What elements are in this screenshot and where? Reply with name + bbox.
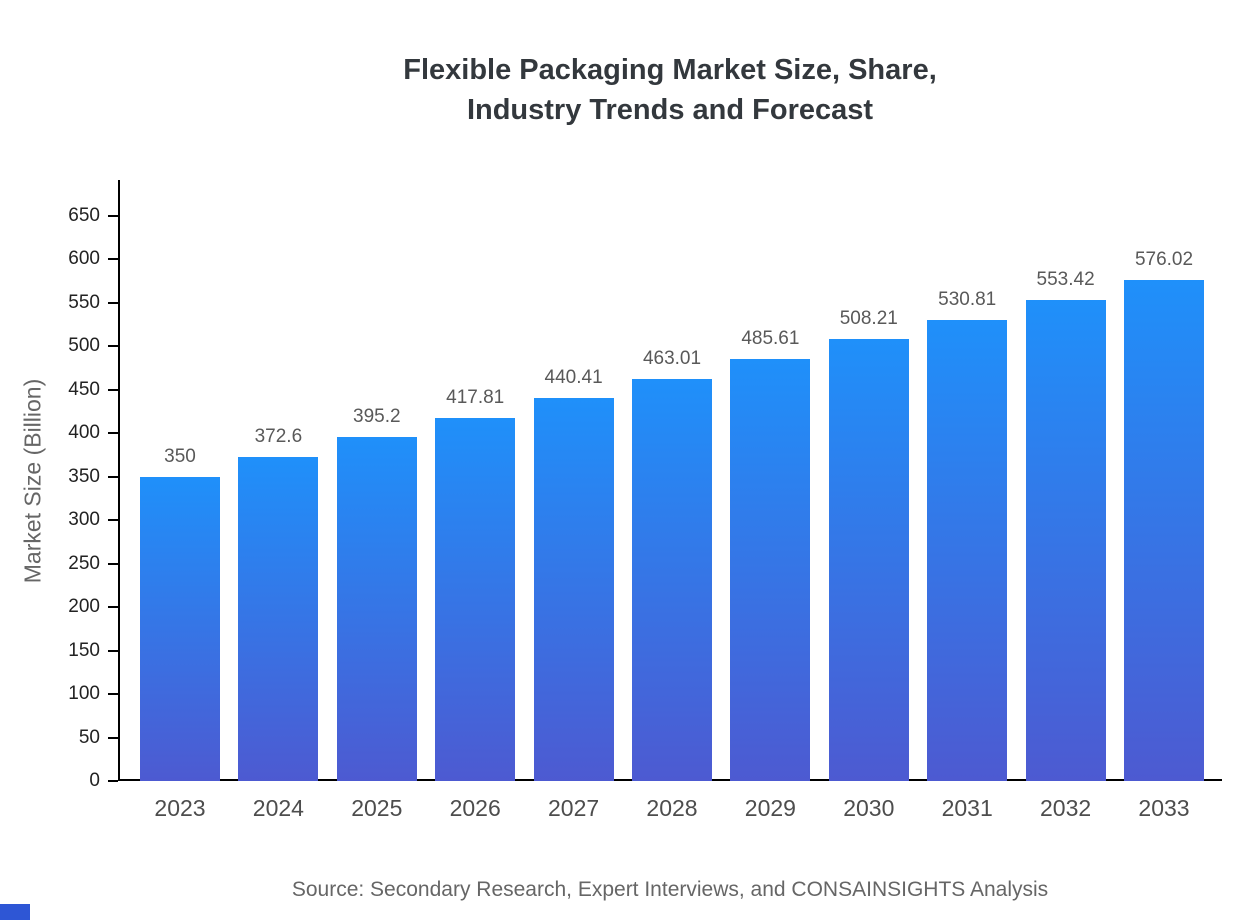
y-tick-label: 100 [68, 683, 100, 705]
bar-value-label: 395.2 [353, 406, 401, 428]
bar [238, 457, 319, 781]
bar-value-label: 485.61 [741, 327, 800, 349]
bar-value-label: 553.42 [1036, 268, 1095, 290]
y-tick-label: 550 [68, 291, 100, 313]
y-tick [108, 215, 118, 217]
x-tick-label: 2032 [1040, 795, 1092, 821]
y-tick [108, 475, 118, 478]
y-tick-label: 600 [68, 248, 100, 270]
y-tick [108, 606, 118, 609]
x-tick-label: 2024 [252, 795, 304, 821]
x-tick-label: 2030 [843, 795, 895, 821]
y-tick [108, 736, 118, 739]
y-tick [108, 258, 118, 261]
chart-title: Flexible Packaging Market Size, Share, I… [403, 54, 937, 127]
x-tick-label: 2031 [941, 795, 993, 821]
y-axis-label: Market Size (Billion) [19, 378, 46, 584]
y-tick-label: 450 [68, 378, 100, 400]
y-tick [108, 519, 118, 522]
x-tick-label: 2025 [351, 795, 403, 821]
bar-value-label: 440.41 [544, 367, 603, 389]
bar-value-label: 508.21 [839, 308, 898, 330]
x-tick-label: 2028 [646, 795, 698, 821]
bar [632, 378, 712, 781]
bar-value-label: 417.81 [446, 386, 505, 408]
x-tick-label: 2023 [154, 795, 206, 821]
y-tick-label: 650 [68, 205, 100, 226]
y-tick-label: 400 [68, 422, 100, 444]
y-tick-label: 0 [89, 770, 100, 791]
plot-area: 0 50 100 150 200 250 300 350 400 450 500 550 600 650 3… [68, 180, 1222, 821]
y-tick [108, 301, 118, 304]
bar-value-label: 576.02 [1134, 249, 1194, 271]
y-tick-label: 150 [68, 639, 100, 661]
y-tick-label: 300 [68, 509, 100, 531]
bar-value-label: 530.81 [938, 288, 997, 310]
bar [730, 358, 811, 781]
bar [336, 437, 417, 781]
y-tick [108, 345, 118, 348]
x-tick-label: 2033 [1138, 795, 1190, 821]
y-tick [108, 649, 118, 652]
bar [927, 319, 1008, 781]
x-tick-label: 2026 [449, 795, 501, 821]
bar [1124, 280, 1204, 781]
y-tick [108, 388, 118, 391]
corner-accent [0, 904, 30, 920]
y-tick [108, 432, 118, 435]
bar [533, 398, 614, 781]
bar-value-label: 350 [164, 445, 196, 467]
bar-value-label: 372.6 [254, 426, 303, 448]
x-tick-label: 2027 [548, 795, 600, 821]
y-tick [108, 780, 118, 782]
bar [140, 476, 220, 781]
source-note: Source: Secondary Research, Expert Inter… [291, 878, 1049, 901]
bar [435, 417, 516, 781]
y-tick-label: 350 [68, 465, 100, 487]
y-tick [108, 562, 118, 565]
y-tick-label: 250 [68, 552, 100, 574]
bar [1025, 299, 1106, 781]
bar [828, 339, 909, 781]
y-tick-label: 200 [68, 596, 100, 618]
x-tick-label: 2029 [744, 795, 796, 821]
y-tick [108, 693, 118, 696]
bar-value-label: 463.01 [642, 347, 702, 369]
y-tick-label: 500 [68, 335, 100, 357]
y-tick-label: 50 [78, 726, 100, 748]
